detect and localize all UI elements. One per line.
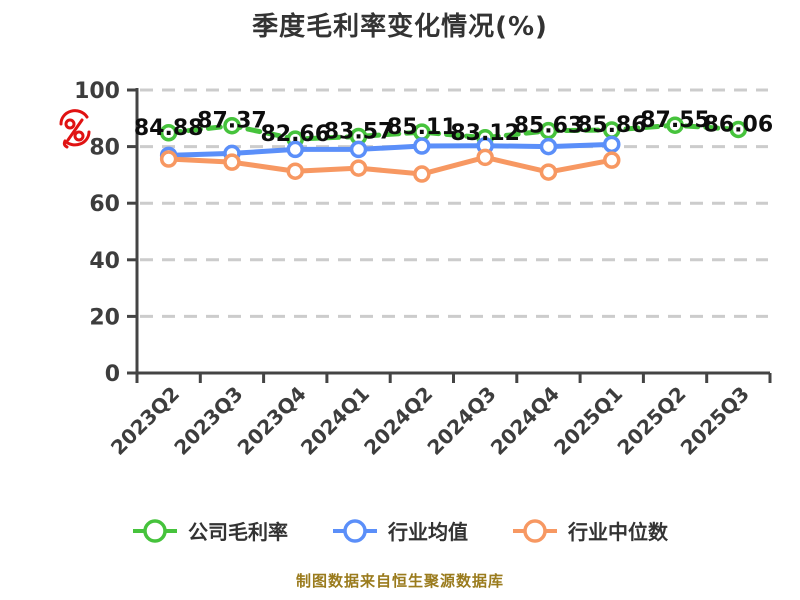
x-axis-label-2023Q4: 2023Q4 xyxy=(233,382,311,460)
data-label-2023Q2: 84.88 xyxy=(134,116,204,141)
y-axis-label-40: 40 xyxy=(89,249,120,274)
x-axis-label-2025Q3: 2025Q3 xyxy=(676,382,754,460)
legend-marker-orange-icon xyxy=(513,518,557,543)
data-label-2023Q3: 87.37 xyxy=(197,109,267,134)
data-point-公司毛利率-2024Q4[interactable] xyxy=(539,121,558,140)
data-label-2025Q3: 86.06 xyxy=(704,112,774,137)
x-axis-label-2025Q1: 2025Q1 xyxy=(549,382,627,460)
legend-item-industry-average[interactable]: 行业均值 xyxy=(332,516,468,545)
legend-item-company-gross-margin[interactable]: 公司毛利率 xyxy=(132,516,288,545)
data-point-行业中位数-2024Q1[interactable] xyxy=(349,159,368,177)
y-axis-label-80: 80 xyxy=(89,136,120,161)
legend-label-company-gross-margin: 公司毛利率 xyxy=(188,520,288,544)
data-point-公司毛利率-2023Q2[interactable] xyxy=(159,124,178,142)
watermark-top-arc xyxy=(59,109,89,126)
data-label-2024Q3: 83.12 xyxy=(450,121,520,146)
data-point-公司毛利率-2025Q2[interactable] xyxy=(666,116,684,134)
data-point-行业中位数-2024Q2[interactable] xyxy=(413,165,431,183)
data-label-2025Q2: 87.55 xyxy=(640,108,710,133)
series-line-行业中位数[interactable] xyxy=(166,154,615,177)
data-label-2024Q1: 83.57 xyxy=(324,119,394,144)
watermark-bottom-arc xyxy=(62,130,91,149)
x-axis-label-2024Q3: 2024Q3 xyxy=(422,382,500,460)
x-axis-label-2024Q2: 2024Q2 xyxy=(359,382,437,460)
data-point-行业中位数-2023Q3[interactable] xyxy=(223,153,241,171)
watermark-percent-dot-top xyxy=(64,118,76,130)
data-label-2025Q1: 85.86 xyxy=(577,113,647,138)
data-point-公司毛利率-2025Q3[interactable] xyxy=(729,120,748,139)
y-axis-label-100: 100 xyxy=(74,79,120,104)
data-source-credit: 制图数据来自恒生聚源数据库 xyxy=(295,572,504,590)
y-axis-label-20: 20 xyxy=(89,305,120,330)
data-point-行业中位数-2023Q2[interactable] xyxy=(159,150,178,168)
watermark-red-logo xyxy=(59,109,91,149)
watermark-percent-dot-bottom xyxy=(73,130,85,142)
data-label-2023Q4: 82.66 xyxy=(260,122,330,147)
x-axis-label-2025Q2: 2025Q2 xyxy=(612,382,690,460)
data-point-行业均值-2023Q4[interactable] xyxy=(286,140,304,159)
legend-item-industry-median[interactable]: 行业中位数 xyxy=(512,516,668,545)
data-point-行业均值-2024Q2[interactable] xyxy=(413,137,431,155)
line-chart-plot: 0204060801002023Q22023Q32023Q42024Q12024… xyxy=(74,79,774,460)
data-point-公司毛利率-2023Q3[interactable] xyxy=(223,116,241,135)
watermark-percent-slash xyxy=(66,118,84,142)
data-point-行业中位数-2024Q3[interactable] xyxy=(476,148,494,167)
data-point-行业中位数-2023Q4[interactable] xyxy=(286,162,304,180)
x-axis-label-2023Q3: 2023Q3 xyxy=(169,382,247,460)
data-point-行业均值-2024Q4[interactable] xyxy=(539,137,558,156)
chart-title: 季度毛利率变化情况(%) xyxy=(252,12,548,42)
x-axis-label-2024Q4: 2024Q4 xyxy=(486,382,564,460)
data-point-行业均值-2025Q1[interactable] xyxy=(603,135,621,154)
data-point-行业中位数-2024Q4[interactable] xyxy=(539,163,558,181)
y-axis-label-0: 0 xyxy=(105,362,120,387)
data-point-行业均值-2024Q1[interactable] xyxy=(349,140,368,159)
series-line-公司毛利率[interactable] xyxy=(166,122,741,142)
x-axis-label-2024Q1: 2024Q1 xyxy=(296,382,374,460)
data-label-2024Q2: 85.11 xyxy=(387,115,457,140)
legend-marker-green-icon xyxy=(133,518,177,543)
data-label-2024Q4: 85.63 xyxy=(514,114,584,139)
chart-legend: 公司毛利率 行业均值 行业中位数 xyxy=(0,516,800,545)
legend-marker-blue-icon xyxy=(333,518,377,543)
series-line-行业均值[interactable] xyxy=(166,141,615,158)
y-axis-label-60: 60 xyxy=(89,192,120,217)
legend-label-industry-median: 行业中位数 xyxy=(568,520,668,544)
data-point-行业中位数-2025Q1[interactable] xyxy=(603,151,621,169)
x-axis-label-2023Q2: 2023Q2 xyxy=(106,382,184,460)
legend-label-industry-average: 行业均值 xyxy=(388,520,468,544)
